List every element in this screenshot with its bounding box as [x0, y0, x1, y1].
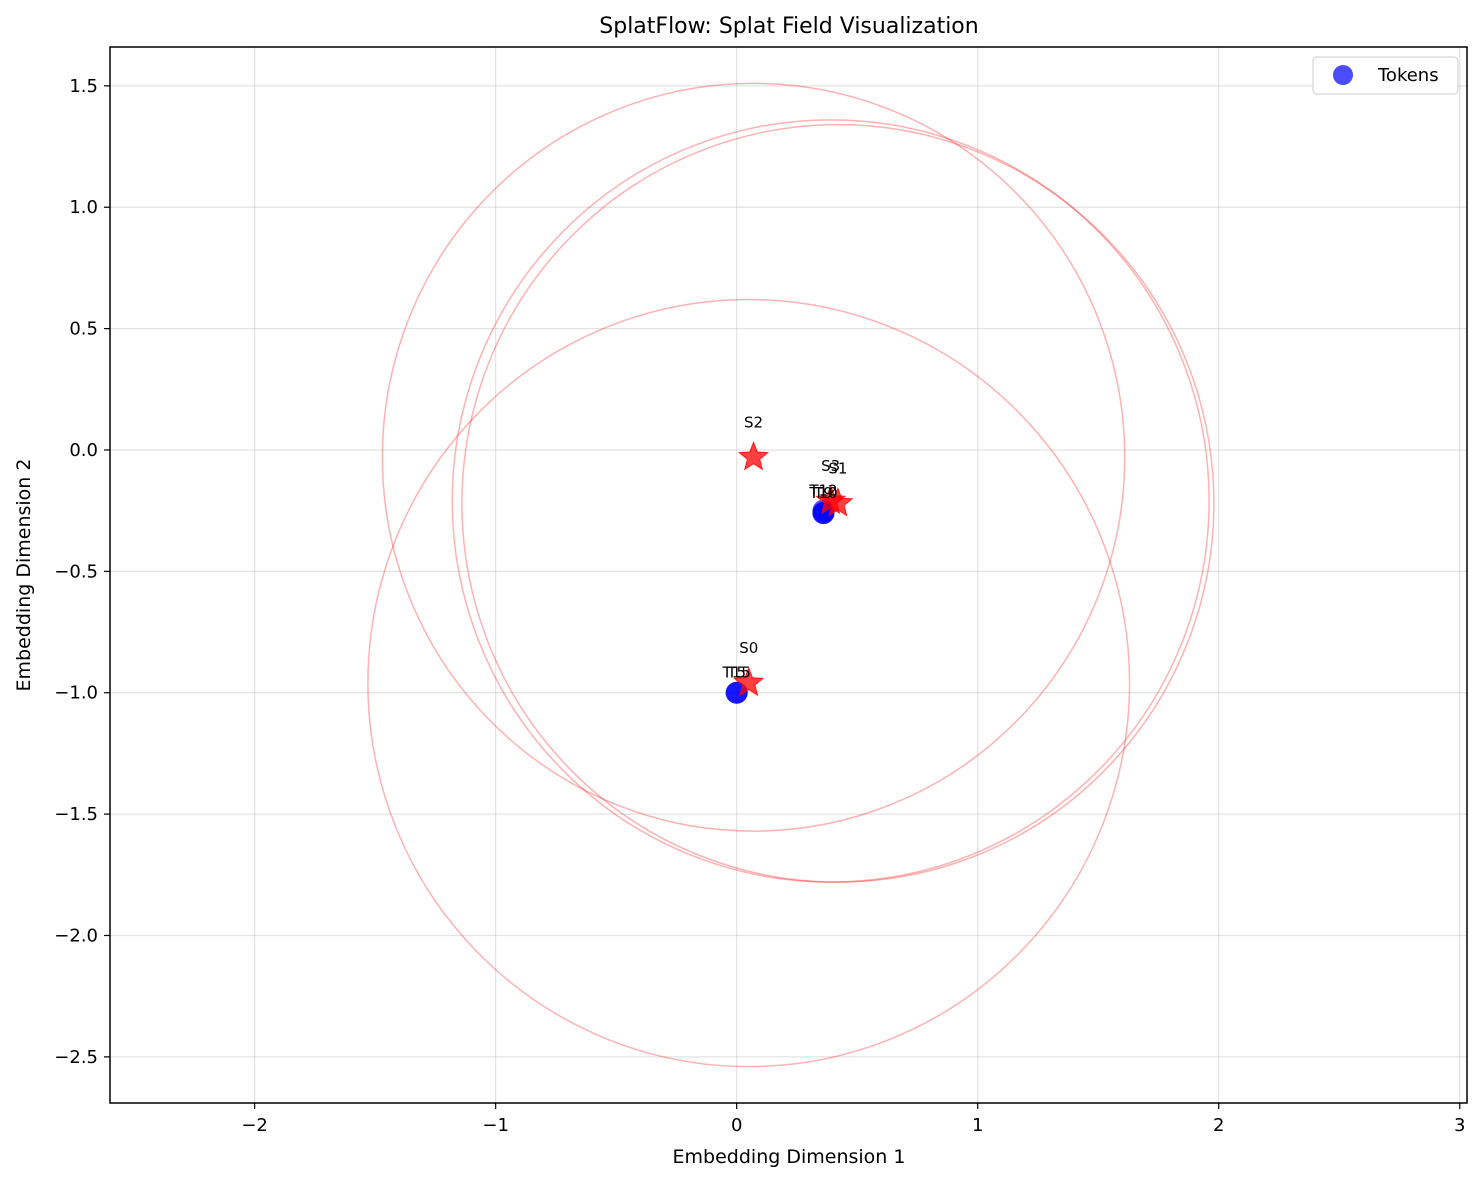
splat-label: S2 — [744, 413, 763, 431]
x-tick-label: −1 — [482, 1115, 509, 1136]
y-tick-label: −0.5 — [54, 561, 98, 582]
y-tick-label: 0.0 — [69, 440, 98, 461]
splat-circle — [451, 119, 1210, 883]
x-tick-label: 1 — [972, 1115, 983, 1136]
token-label: T10 — [808, 484, 837, 502]
legend: Tokens — [1312, 56, 1459, 95]
y-tick-label: −1.5 — [54, 804, 98, 825]
y-tick-label: −1.0 — [54, 683, 98, 704]
x-tick-label: 3 — [1454, 1115, 1465, 1136]
legend-box — [1312, 56, 1459, 95]
splat-circles — [367, 82, 1215, 1068]
token-label: T5 — [726, 664, 746, 682]
splat-circle — [461, 123, 1215, 883]
splat-circle — [381, 82, 1126, 832]
y-axis-label: Embedding Dimension 2 — [13, 459, 35, 692]
y-tick-label: −2.5 — [54, 1047, 98, 1068]
x-axis-label: Embedding Dimension 1 — [673, 1146, 906, 1168]
token-label: T9 — [813, 484, 833, 502]
legend-tokens-label: Tokens — [1377, 65, 1439, 86]
legend-tokens-marker — [1333, 65, 1353, 85]
splat-label: S1 — [828, 459, 847, 477]
y-tick-label: 0.5 — [69, 319, 98, 340]
y-tick-label: 1.0 — [69, 197, 98, 218]
token-label: T15 — [722, 664, 751, 682]
x-tick-label: 0 — [731, 1115, 742, 1136]
grid — [110, 47, 1467, 1103]
splat-center — [733, 666, 765, 697]
y-tick-label: 1.5 — [69, 76, 98, 97]
splat-label: S0 — [739, 639, 758, 657]
splat-center — [737, 440, 770, 471]
x-tick-label: −2 — [241, 1115, 268, 1136]
splat-label: S3 — [821, 457, 840, 475]
chart-title: SplatFlow: Splat Field Visualization — [599, 14, 978, 39]
token-label: T12 — [808, 482, 837, 500]
y-tick-label: −2.0 — [54, 925, 98, 946]
splat-circle — [367, 298, 1131, 1068]
data-points — [725, 440, 854, 704]
splat-center — [815, 484, 847, 515]
plot-frame — [109, 46, 1468, 1104]
x-tick-label: 2 — [1213, 1115, 1224, 1136]
axis-ticks: −2 −1 0 1 2 3 −2.5 −2.0 −1.5 −1.0 −0.5 0.0 0.5 1.0 1.5 — [54, 76, 1465, 1136]
